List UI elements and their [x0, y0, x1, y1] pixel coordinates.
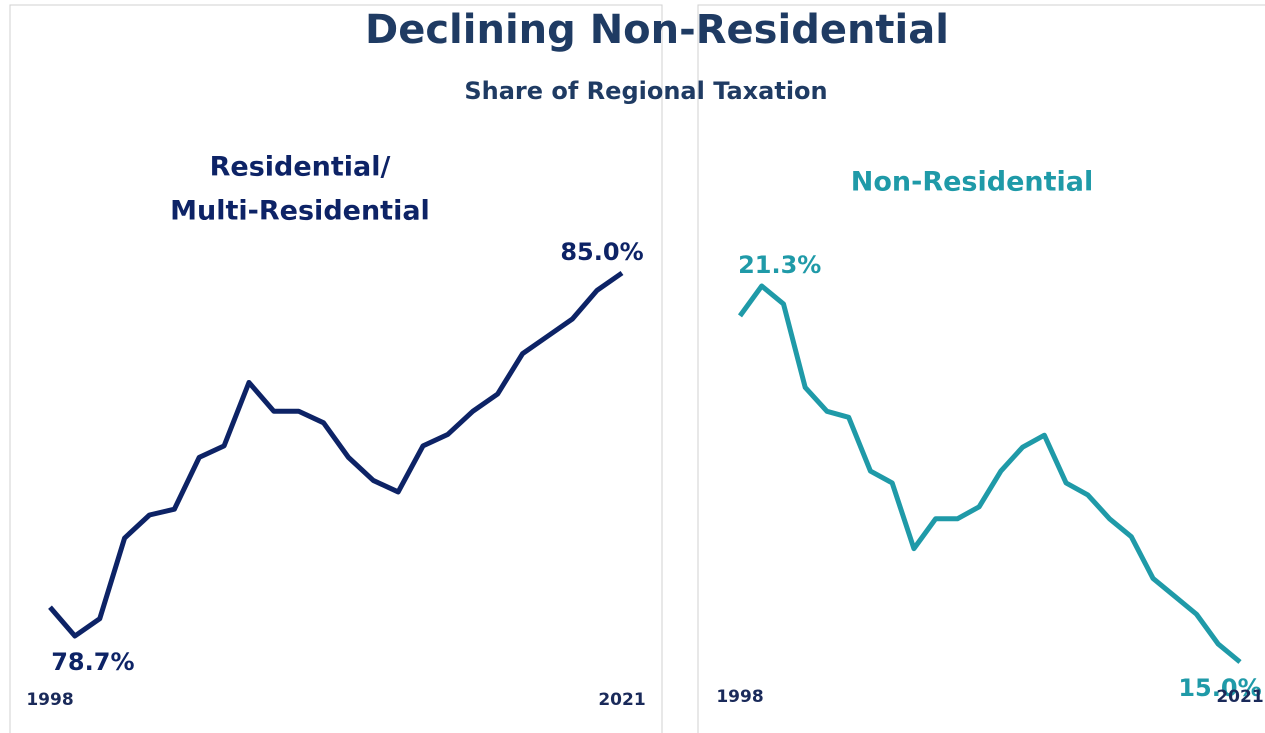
x-tick-label: 1998 — [716, 687, 763, 707]
panel-border — [697, 4, 1265, 733]
panel-title: Non-Residential — [851, 167, 1094, 198]
data-label: 21.3% — [738, 251, 821, 279]
line — [737, 283, 1242, 664]
panel-border — [9, 4, 663, 733]
x-tick-label: 2021 — [1216, 687, 1263, 707]
data-label: 78.7% — [51, 648, 134, 676]
data-label: 85.0% — [560, 238, 643, 266]
x-tick-label: 1998 — [26, 690, 73, 710]
x-tick-label: 2021 — [598, 690, 645, 710]
chart-subtitle: Share of Regional Taxation — [464, 77, 827, 105]
line — [48, 270, 624, 639]
panel-title: Residential/ — [210, 152, 391, 183]
panel-title: Multi-Residential — [170, 196, 430, 227]
chart-title: Declining Non-Residential — [365, 7, 949, 53]
data-label: 15.0% — [1178, 674, 1261, 702]
